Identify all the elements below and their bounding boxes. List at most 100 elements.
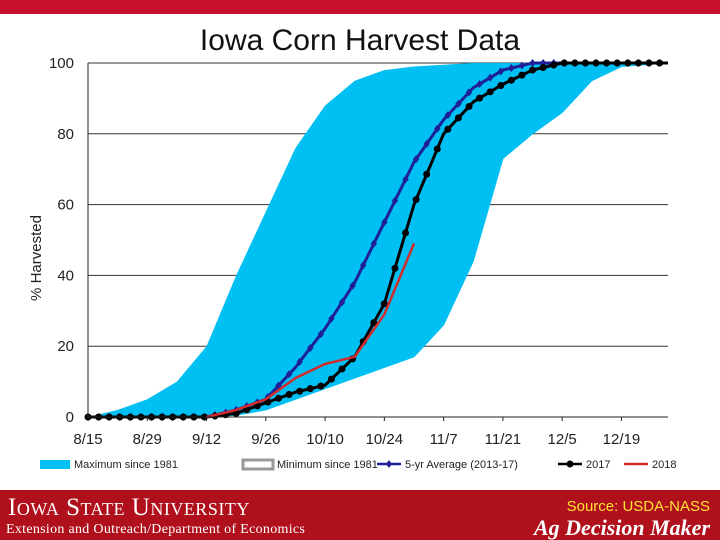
point-5yr-average (328, 314, 335, 323)
x-tick-label: 12/5 (548, 431, 577, 448)
x-tick-label: 12/19 (603, 431, 641, 448)
department-text: Extension and Outreach/Department of Eco… (6, 522, 306, 537)
point-5yr-average (412, 155, 420, 164)
footer-banner: Iowa State University Extension and Outr… (0, 490, 720, 540)
point-2017 (306, 385, 314, 393)
point-2017 (560, 59, 568, 67)
point-5yr-average (391, 196, 399, 205)
point-2017 (370, 319, 378, 327)
legend-item: 5-yr Average (2013-17) (377, 459, 518, 471)
point-5yr-average (423, 139, 430, 148)
legend-item: Maximum since 1981 (40, 459, 178, 471)
point-2017 (275, 394, 283, 402)
point-2017 (645, 59, 653, 67)
line-2018 (206, 243, 416, 419)
point-5yr-average (317, 330, 325, 339)
point-5yr-average (296, 357, 303, 366)
point-2017 (232, 409, 240, 417)
x-tick-label: 10/24 (366, 431, 404, 448)
point-2017 (603, 59, 611, 67)
point-5yr-average (529, 59, 536, 67)
markers-2017 (84, 59, 664, 421)
point-2017 (613, 59, 621, 67)
point-5yr-average (359, 261, 367, 270)
source-text: Source: USDA-NASS (566, 498, 710, 515)
band-maximum-since-1981 (88, 63, 668, 417)
legend-marker (566, 460, 574, 468)
point-2017 (539, 64, 547, 72)
point-2017 (454, 114, 462, 122)
x-tick-label: 11/21 (485, 431, 521, 448)
point-2017 (507, 76, 515, 84)
point-5yr-average (444, 111, 452, 120)
point-2017 (497, 82, 505, 90)
point-5yr-average (370, 239, 377, 248)
point-2017 (656, 59, 664, 67)
x-tick-label: 8/15 (73, 431, 102, 448)
x-tick-label: 8/29 (133, 431, 162, 448)
point-5yr-average (465, 88, 473, 97)
point-5yr-average (455, 99, 462, 108)
legend-item: 2018 (624, 459, 676, 471)
point-5yr-average (307, 343, 314, 352)
legend-swatch (40, 460, 70, 469)
point-2017 (571, 59, 579, 67)
point-5yr-average (486, 73, 494, 82)
legend: Maximum since 1981 Minimum since 1981 5-yr… (40, 458, 676, 471)
point-2017 (486, 88, 494, 96)
point-2017 (581, 59, 589, 67)
plot-area (84, 59, 669, 421)
point-2017 (391, 264, 399, 272)
legend-item: Minimum since 1981 (241, 458, 378, 471)
legend-swatch (241, 458, 275, 471)
top-accent-bar (0, 0, 720, 14)
legend-label: 5-yr Average (2013-17) (405, 459, 518, 471)
axes: 0 20 40 60 80 100 % Harvested 8/15 8/29 9/12 9/26 1… (28, 55, 668, 448)
x-tick-label: 9/12 (192, 431, 221, 448)
point-5yr-average (434, 124, 441, 133)
point-2017 (380, 300, 388, 308)
y-tick-label: 0 (66, 409, 74, 426)
point-5yr-average (381, 218, 388, 227)
x-tick-label: 11/7 (430, 431, 458, 448)
point-2017 (529, 66, 537, 74)
y-tick-label: 20 (57, 338, 74, 355)
point-2017 (444, 125, 452, 133)
point-2017 (317, 382, 325, 390)
point-2017 (285, 390, 293, 398)
y-tick-label: 60 (57, 197, 74, 214)
point-2017 (433, 145, 441, 153)
legend-label: Maximum since 1981 (74, 459, 178, 471)
y-tick-label: 80 (57, 126, 74, 143)
y-axis-label: % Harvested (28, 215, 45, 301)
point-2017 (296, 387, 304, 395)
y-tick-label: 100 (49, 55, 74, 72)
point-2017 (518, 71, 526, 79)
legend-marker (386, 460, 392, 468)
harvest-chart: 0 20 40 60 80 100 % Harvested 8/15 8/29 9/12 9/26 1… (28, 55, 676, 471)
point-5yr-average (497, 67, 504, 76)
point-2017 (327, 375, 335, 383)
point-2017 (476, 94, 484, 102)
point-5yr-average (518, 61, 526, 70)
y-tick-label: 40 (57, 267, 74, 284)
legend-label: Minimum since 1981 (277, 459, 378, 471)
point-5yr-average (285, 370, 293, 379)
point-5yr-average (402, 175, 409, 184)
point-2017 (550, 61, 558, 69)
legend-label: 2017 (586, 459, 610, 471)
x-tick-label: 10/10 (306, 431, 344, 448)
point-2017 (592, 59, 600, 67)
chart-title: Iowa Corn Harvest Data (199, 24, 521, 57)
point-2017 (634, 59, 642, 67)
legend-item: 2017 (558, 459, 610, 471)
point-5yr-average (476, 79, 483, 88)
point-2017 (624, 59, 632, 67)
legend-label: 2018 (652, 459, 676, 471)
point-2017 (338, 365, 346, 373)
point-2017 (412, 196, 420, 204)
point-2017 (402, 229, 410, 237)
x-tick-label: 9/26 (251, 431, 280, 448)
point-5yr-average (508, 64, 515, 73)
point-5yr-average (338, 298, 346, 307)
